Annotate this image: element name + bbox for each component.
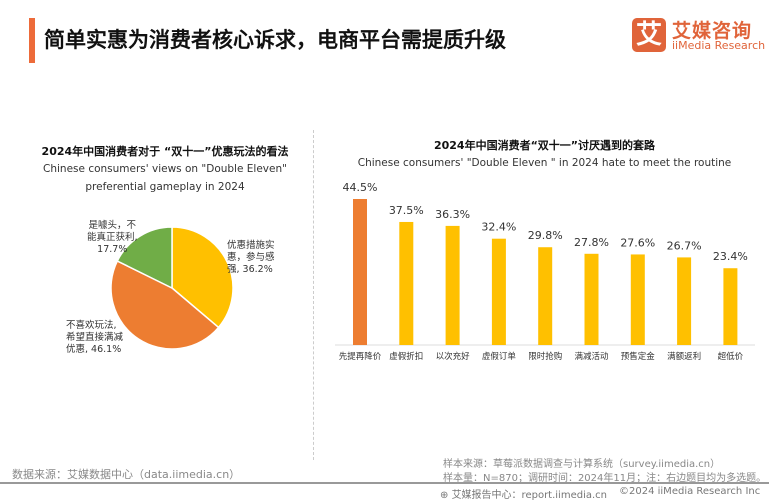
bar-subtitle: Chinese consumers' "Double Eleven " in 2… <box>357 157 732 169</box>
bar-category-label: 预售定金 <box>621 351 656 362</box>
copyright: ©2024 iiMedia Research Inc <box>619 486 761 497</box>
bar-7 <box>677 257 692 345</box>
bar-title: 2024年中国消费者“双十一”讨厌遇到的套路 <box>433 139 656 152</box>
bar-chart: 44.5% 先提再降价 37.5% 虚假折扣 36.3% 以次充好 32.4% 虚假订单 29.… <box>335 181 755 362</box>
bar-5 <box>584 253 599 345</box>
bar-category-label: 限时抢购 <box>528 351 562 362</box>
bar-8 <box>723 268 738 345</box>
pie-label-line: 强, 36.2% <box>227 264 273 275</box>
pie-label-line: 不喜欢玩法, <box>66 320 117 331</box>
data-source: 数据来源：艾媒数据中心（data.iimedia.cn） <box>12 468 241 481</box>
globe-icon: ⊕ <box>440 490 452 500</box>
pie-label-2: 是噱头，不 能真正获利, 17.7% <box>87 220 138 256</box>
bar-value-label: 23.4% <box>713 250 748 263</box>
bar-category-label: 虚假折扣 <box>389 351 423 362</box>
pie-title: 2024年中国消费者对于 “双十一”优惠玩法的看法 <box>41 145 289 158</box>
bar-value-label: 32.4% <box>481 221 516 234</box>
pie-slice-2 <box>116 226 173 290</box>
logo-text-cn: 艾媒咨询 <box>672 20 753 42</box>
bar-value-label: 27.8% <box>574 236 609 249</box>
logo-text-en: iiMedia Research <box>672 39 766 52</box>
bar-value-label: 27.6% <box>620 236 655 249</box>
bar-value-label: 44.5% <box>343 181 378 194</box>
bar-value-label: 26.7% <box>667 239 702 252</box>
pie-subtitle-1: Chinese consumers' views on "Double Elev… <box>43 163 287 175</box>
pie-label-line: 能真正获利, <box>87 232 138 243</box>
pie-label-1: 不喜欢玩法, 希望直接满减 优惠, 46.1% <box>66 320 123 356</box>
divider <box>313 130 314 460</box>
bar-category-label: 超低价 <box>718 351 744 362</box>
bar-category-label: 虚假订单 <box>482 351 517 362</box>
bar-category-label: 满减活动 <box>574 351 609 362</box>
bar-1 <box>399 221 414 345</box>
pie-label-line: 希望直接满减 <box>66 332 124 343</box>
bar-category-label: 满额返利 <box>667 351 701 362</box>
bar-3 <box>491 238 506 345</box>
bar-value-label: 37.5% <box>389 204 424 217</box>
bar-6 <box>630 254 645 345</box>
pie-label-line: 优惠措施实 <box>227 240 275 251</box>
bar-category-label: 先提再降价 <box>339 351 382 362</box>
sample-size: 样本量：N=870；调研时间：2024年11月；注：右边题目均为多选题。 <box>443 473 767 484</box>
bar-value-label: 29.8% <box>528 229 563 242</box>
footer-line <box>0 482 769 484</box>
pie-chart <box>110 226 234 350</box>
report-center-text: 艾媒报告中心：report.iimedia.cn <box>451 490 608 500</box>
pie-label-line: 17.7% <box>97 244 128 255</box>
bar-2 <box>445 225 460 345</box>
logo-icon: 艾 <box>632 18 666 52</box>
report-center: ⊕ 艾媒报告中心：report.iimedia.cn <box>440 486 607 500</box>
pie-slice-0 <box>171 226 234 329</box>
sample-source: 样本来源：草莓派数据调查与计算系统（survey.iimedia.cn） <box>443 459 721 470</box>
bar-value-label: 36.3% <box>435 208 470 221</box>
page-title: 简单实惠为消费者核心诉求，电商平台需提质升级 <box>44 28 506 52</box>
pie-label-line: 惠，参与感 <box>227 252 275 263</box>
pie-label-line: 是噱头，不 <box>88 220 137 231</box>
bar-category-label: 以次充好 <box>436 351 471 362</box>
bar-0 <box>353 199 367 345</box>
bar-4 <box>538 247 553 345</box>
pie-label-0: 优惠措施实 惠，参与感 强, 36.2% <box>227 240 275 276</box>
title-accent-bar <box>29 18 35 63</box>
pie-subtitle-2: preferential gameplay in 2024 <box>85 181 245 193</box>
pie-slice-1 <box>110 259 220 350</box>
pie-label-line: 优惠, 46.1% <box>66 344 122 355</box>
